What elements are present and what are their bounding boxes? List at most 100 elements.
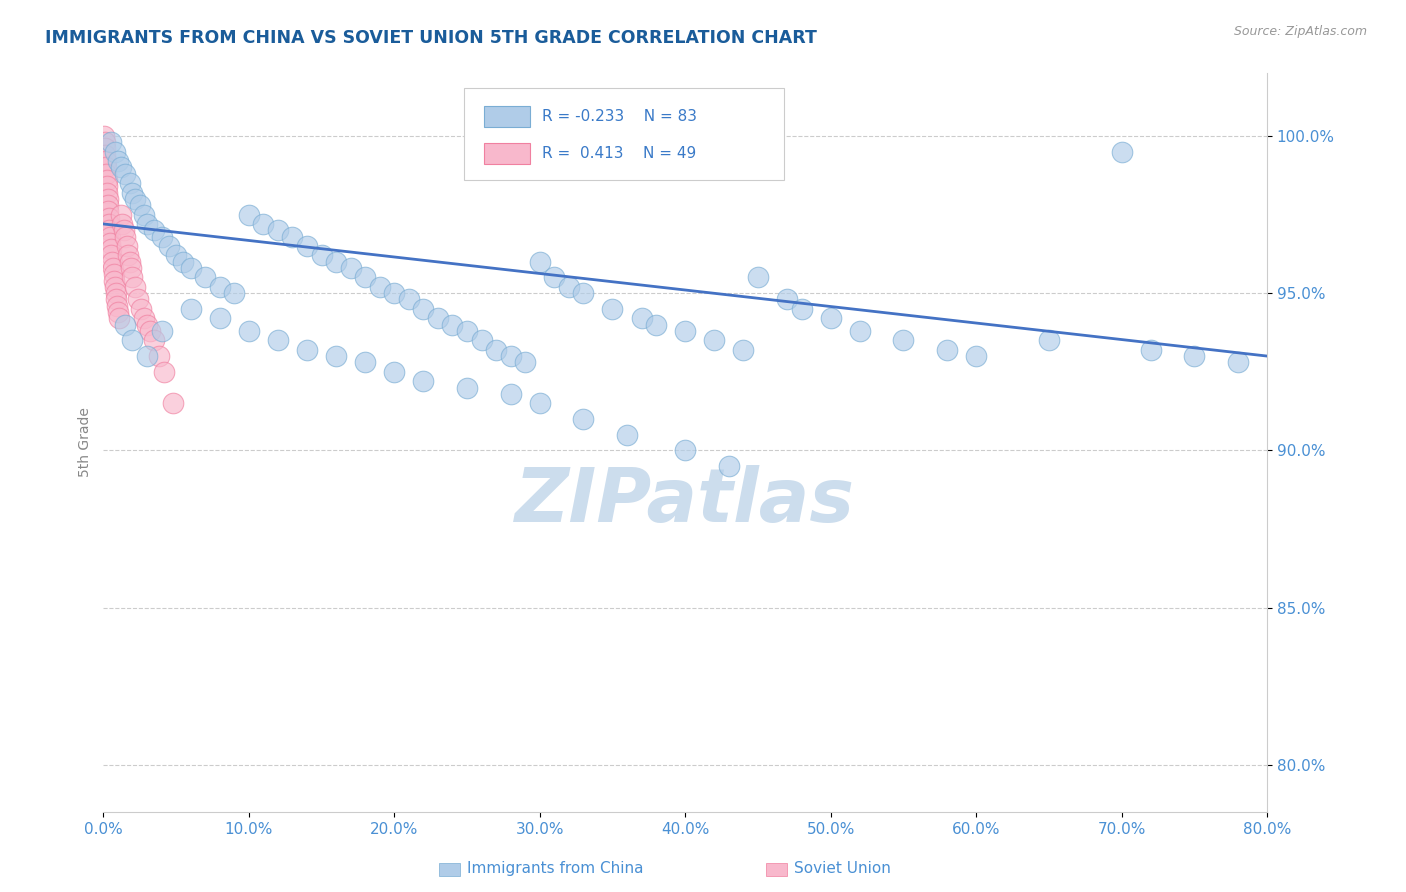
Bar (484, 144, 530, 164)
Point (94, 141, 117, 155)
Point (124, 192, 146, 206)
Point (499, 349, 522, 363)
Text: R =  0.413    N = 49: R = 0.413 N = 49 (543, 146, 696, 161)
Point (127, 293, 149, 307)
Point (94, 161, 117, 175)
Point (471, 334, 494, 348)
Point (382, 365, 405, 379)
Point (107, 305, 129, 319)
Point (115, 239, 138, 253)
Point (136, 318, 159, 332)
Point (820, 311, 842, 326)
Point (645, 318, 668, 332)
Point (157, 239, 180, 253)
Point (114, 318, 136, 332)
Point (94, 154, 117, 169)
Point (98, 235, 121, 250)
Point (412, 301, 434, 316)
Point (150, 229, 173, 244)
Point (98, 217, 121, 231)
Point (368, 280, 391, 294)
Point (602, 301, 624, 316)
Point (354, 270, 377, 285)
Point (101, 260, 124, 275)
Point (112, 223, 135, 237)
Point (94, 147, 117, 161)
Point (382, 286, 405, 301)
Point (616, 427, 638, 442)
Point (121, 270, 143, 285)
Point (120, 260, 142, 275)
FancyBboxPatch shape (464, 87, 785, 180)
Point (267, 223, 290, 237)
Point (108, 311, 131, 326)
Point (325, 349, 347, 363)
Y-axis label: 5th Grade: 5th Grade (79, 408, 93, 477)
Point (110, 207, 132, 221)
Point (776, 293, 799, 307)
Point (180, 301, 202, 316)
Point (96, 173, 118, 187)
Point (98, 229, 121, 244)
Point (162, 396, 184, 410)
Point (456, 324, 478, 338)
Point (252, 217, 274, 231)
Point (572, 286, 595, 301)
Point (965, 349, 987, 363)
Point (441, 318, 464, 332)
Point (456, 380, 478, 394)
Point (529, 254, 551, 268)
Point (97, 211, 120, 225)
Point (238, 207, 260, 221)
Point (208, 280, 231, 294)
Point (136, 349, 159, 363)
Point (703, 334, 725, 348)
Text: Immigrants from China: Immigrants from China (467, 862, 644, 876)
Point (311, 248, 333, 262)
Point (114, 229, 136, 244)
Point (412, 374, 434, 388)
Point (97, 192, 120, 206)
Point (128, 198, 150, 212)
Point (97, 198, 120, 212)
Point (238, 324, 260, 338)
Point (325, 254, 347, 268)
Point (1139, 343, 1161, 357)
Point (733, 343, 755, 357)
Point (630, 311, 652, 326)
Text: Source: ZipAtlas.com: Source: ZipAtlas.com (1233, 25, 1367, 38)
Point (110, 161, 132, 175)
Point (105, 293, 128, 307)
Point (398, 293, 420, 307)
Point (485, 343, 508, 357)
Point (747, 270, 769, 285)
Point (148, 349, 170, 363)
Point (1038, 334, 1060, 348)
Point (208, 311, 231, 326)
Point (101, 254, 124, 268)
Point (165, 248, 187, 262)
Point (572, 412, 595, 426)
Point (93, 135, 115, 149)
Point (499, 386, 522, 401)
Point (1111, 145, 1133, 159)
Point (100, 248, 122, 262)
Text: R = -0.233    N = 83: R = -0.233 N = 83 (543, 109, 697, 124)
Point (98, 223, 121, 237)
Point (103, 274, 125, 288)
Point (103, 267, 125, 281)
Point (143, 334, 166, 348)
Point (97, 204, 120, 219)
Point (121, 334, 143, 348)
Point (104, 286, 127, 301)
Point (1182, 349, 1205, 363)
Point (339, 260, 361, 275)
Point (790, 301, 813, 316)
Point (96, 179, 118, 194)
Point (543, 270, 565, 285)
Point (96, 186, 118, 200)
Point (143, 223, 166, 237)
Point (139, 324, 162, 338)
Point (893, 334, 915, 348)
Point (104, 280, 127, 294)
